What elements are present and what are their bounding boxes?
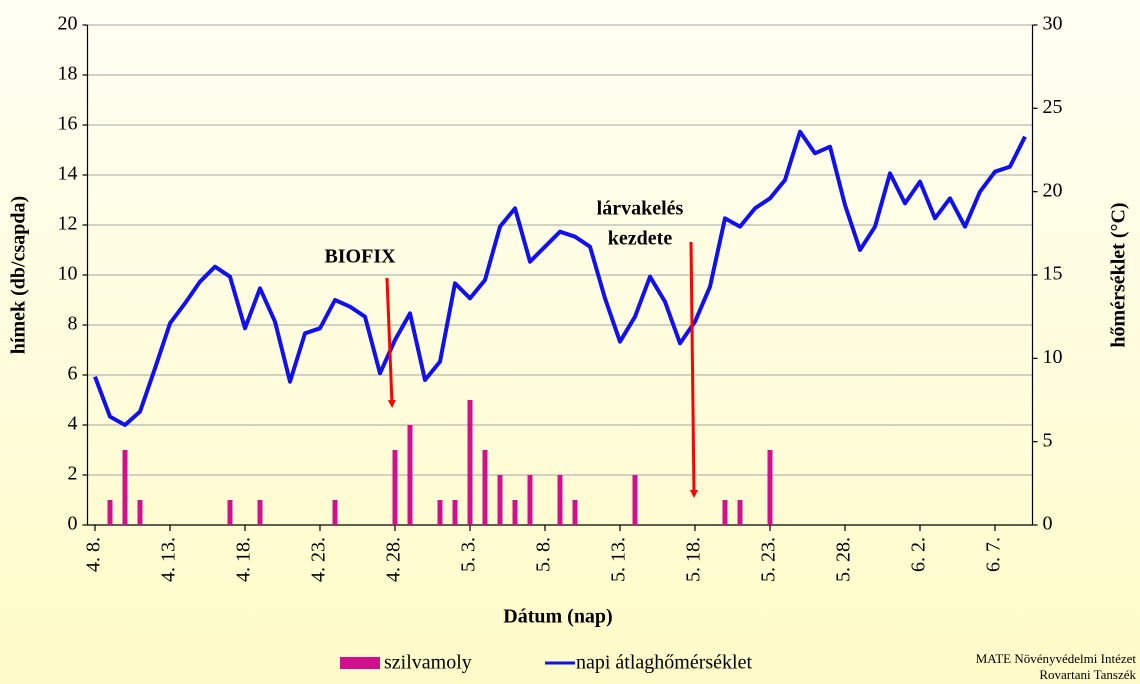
bar <box>137 500 143 525</box>
bar <box>482 450 488 525</box>
x-tick-label: 4. 28. <box>383 537 405 582</box>
bar <box>467 400 473 525</box>
bar <box>527 475 533 525</box>
x-tick-label: 4. 8. <box>83 537 105 572</box>
bar <box>257 500 263 525</box>
bar <box>767 450 773 525</box>
x-tick-label: 5. 23. <box>758 537 780 582</box>
y2-tick-label: 30 <box>1043 13 1063 35</box>
annotation: kezdete <box>608 228 673 250</box>
bar <box>332 500 338 525</box>
y-tick-label: 2 <box>68 463 78 485</box>
annotation: lárvakelés <box>597 198 684 220</box>
bar <box>557 475 563 525</box>
bar <box>392 450 398 525</box>
bar <box>122 450 128 525</box>
y2-axis-label: hőmérséklet (°C) <box>1108 202 1130 347</box>
bar <box>512 500 518 525</box>
y-tick-label: 20 <box>58 13 78 35</box>
bar <box>722 500 728 525</box>
y-tick-label: 16 <box>58 113 78 135</box>
y-tick-label: 14 <box>58 163 78 185</box>
bar <box>107 500 113 525</box>
legend-label: szilvamoly <box>384 652 472 674</box>
y-tick-label: 18 <box>58 63 78 85</box>
y-tick-label: 12 <box>58 213 78 235</box>
bar <box>407 425 413 525</box>
x-tick-label: 5. 18. <box>683 537 705 582</box>
y2-tick-label: 25 <box>1043 96 1063 118</box>
y2-tick-label: 20 <box>1043 179 1063 201</box>
bar <box>437 500 443 525</box>
source: MATE Növényvédelmi Intézet <box>976 651 1137 666</box>
y2-tick-label: 5 <box>1043 429 1053 451</box>
legend-swatch <box>340 657 380 669</box>
y2-tick-label: 0 <box>1043 513 1053 535</box>
annotation: BIOFIX <box>324 246 396 268</box>
y-tick-label: 0 <box>68 513 78 535</box>
y-axis-label: hímek (db/csapda) <box>8 196 30 354</box>
legend-label: napi átlaghőmérséklet <box>576 652 752 674</box>
x-tick-label: 4. 18. <box>233 537 255 582</box>
x-tick-label: 5. 3. <box>458 537 480 572</box>
bar <box>572 500 578 525</box>
y2-tick-label: 15 <box>1043 263 1063 285</box>
x-axis-label: Dátum (nap) <box>503 606 612 628</box>
x-tick-label: 6. 7. <box>983 537 1005 572</box>
arrow <box>385 277 396 408</box>
x-tick-label: 4. 13. <box>158 537 180 582</box>
arrow <box>689 241 698 498</box>
x-tick-label: 5. 28. <box>833 537 855 582</box>
x-tick-label: 5. 13. <box>608 537 630 582</box>
bar <box>632 475 638 525</box>
y-tick-label: 4 <box>68 413 78 435</box>
y-tick-label: 8 <box>68 313 78 335</box>
x-tick-label: 4. 23. <box>308 537 330 582</box>
x-tick-label: 6. 2. <box>908 537 930 572</box>
y-tick-label: 10 <box>58 263 78 285</box>
y2-tick-label: 10 <box>1043 346 1063 368</box>
source: Rovartani Tanszék <box>1039 667 1136 682</box>
bar <box>497 475 503 525</box>
bar <box>452 500 458 525</box>
bar <box>737 500 743 525</box>
line <box>93 129 1027 427</box>
bar <box>227 500 233 525</box>
x-tick-label: 5. 8. <box>533 537 555 572</box>
y-tick-label: 6 <box>68 363 78 385</box>
